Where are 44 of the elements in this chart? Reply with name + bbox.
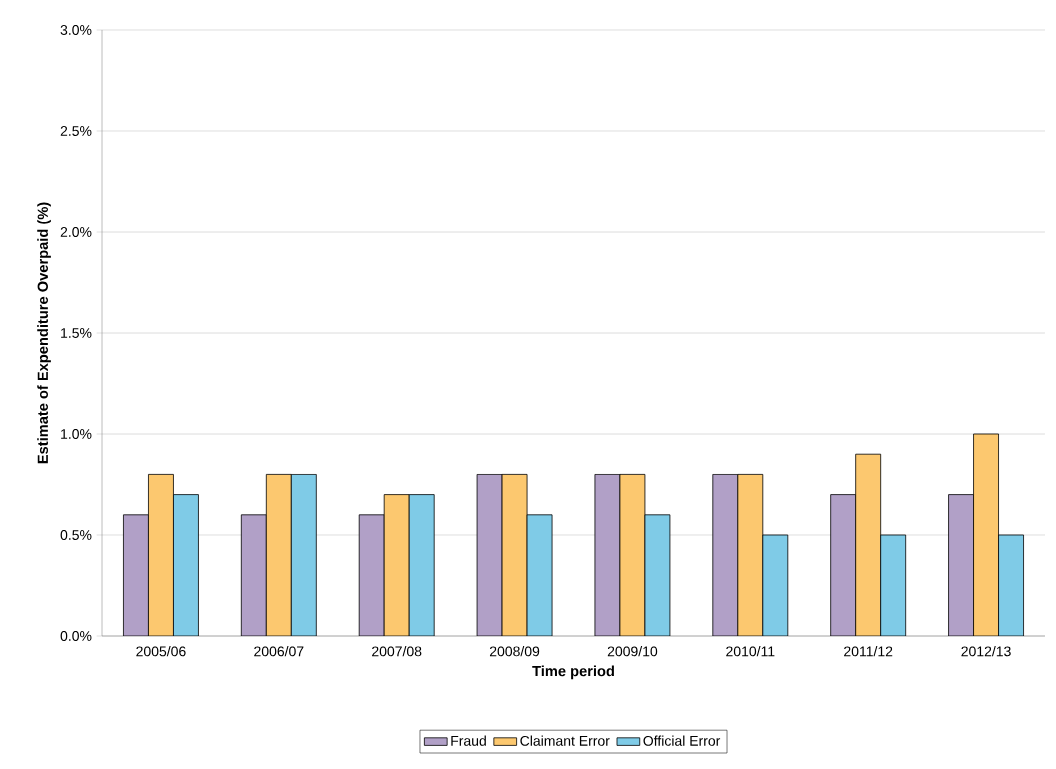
y-tick-label: 2.5% bbox=[60, 126, 92, 136]
y-tick-label: 1.5% bbox=[61, 328, 92, 338]
bar bbox=[998, 534, 1024, 636]
bar bbox=[173, 494, 199, 636]
bar bbox=[408, 494, 435, 636]
y-tick-label: 0.5% bbox=[60, 530, 92, 540]
bar bbox=[358, 514, 385, 636]
bar bbox=[644, 514, 671, 636]
bar bbox=[148, 474, 174, 636]
bar bbox=[830, 494, 857, 636]
bar bbox=[240, 514, 267, 636]
x-tick-label: 2012/13 bbox=[961, 646, 1011, 657]
x-tick-label: 2007/08 bbox=[372, 646, 422, 657]
bar bbox=[737, 474, 764, 636]
bar bbox=[383, 494, 410, 636]
bar bbox=[762, 534, 789, 636]
x-tick-label: 2006/07 bbox=[254, 646, 304, 657]
bar bbox=[880, 534, 907, 636]
y-tick-label: 2.0% bbox=[60, 227, 92, 237]
bar bbox=[948, 494, 974, 636]
y-tick-label: 0.0% bbox=[60, 631, 92, 641]
legend-label: Fraud bbox=[451, 735, 486, 746]
legend-label: Claimant Error bbox=[520, 735, 610, 746]
y-axis-title: Estimate of Expenditure Overpaid (%) bbox=[37, 202, 51, 464]
bar bbox=[619, 474, 646, 636]
bar bbox=[855, 453, 882, 636]
y-tick-label: 1.0% bbox=[61, 429, 92, 439]
bar bbox=[973, 433, 999, 636]
bar bbox=[123, 514, 149, 636]
bar bbox=[526, 514, 553, 636]
bar bbox=[712, 474, 739, 636]
bar bbox=[290, 474, 317, 636]
bar bbox=[594, 474, 621, 636]
bar bbox=[476, 474, 503, 636]
x-tick-label: 2009/10 bbox=[607, 646, 658, 657]
bar bbox=[501, 474, 528, 636]
y-tick-label: 3.0% bbox=[60, 25, 92, 35]
legend-label: Official Error bbox=[643, 735, 721, 746]
x-tick-label: 2011/12 bbox=[844, 646, 893, 657]
x-tick-label: 2010/11 bbox=[726, 646, 775, 657]
x-axis-title: Time period bbox=[532, 665, 614, 680]
x-tick-label: 2008/09 bbox=[489, 646, 540, 657]
bar bbox=[265, 474, 292, 636]
x-tick-label: 2005/06 bbox=[136, 646, 186, 657]
